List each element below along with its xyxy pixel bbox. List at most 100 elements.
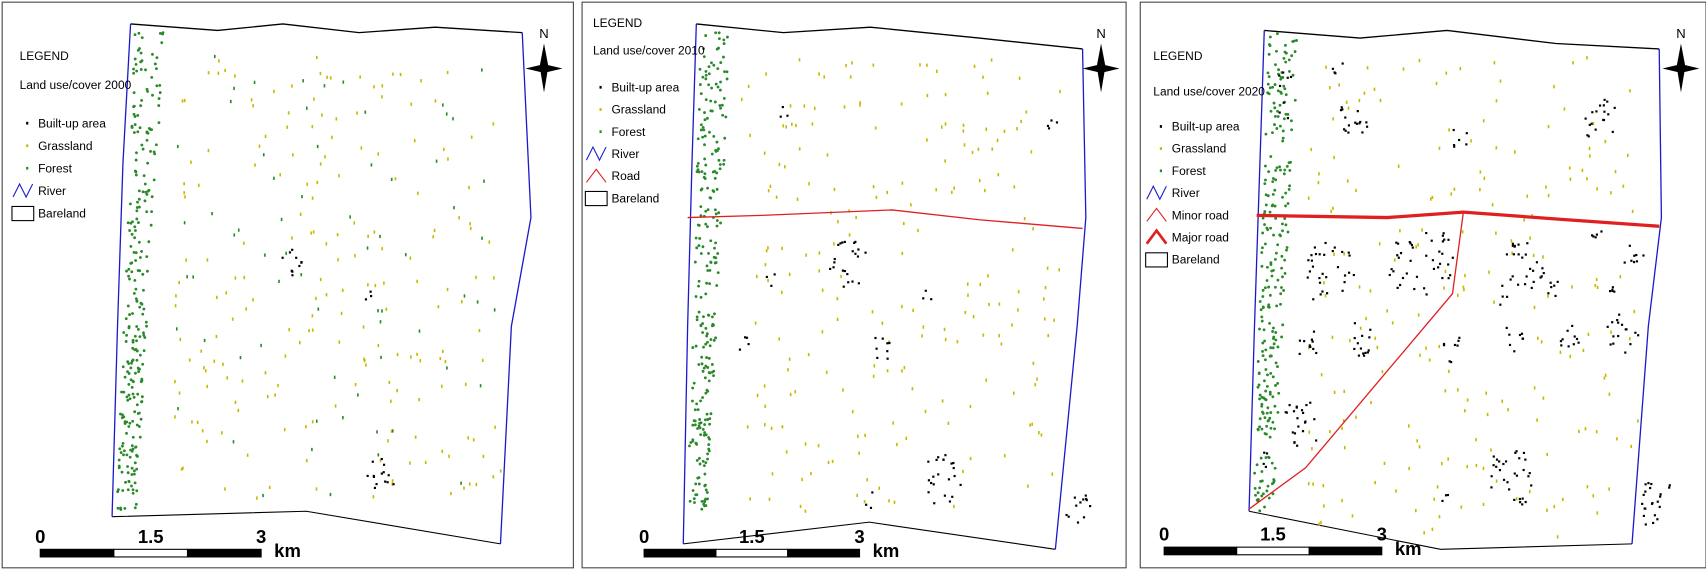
forest-dot bbox=[1271, 395, 1274, 398]
built-up-dot bbox=[1453, 129, 1455, 131]
grassland-dot bbox=[467, 436, 469, 439]
built-up-dot bbox=[1567, 330, 1569, 332]
built-up-dot bbox=[1296, 445, 1298, 447]
grassland-dot bbox=[1632, 210, 1634, 213]
forest-dot bbox=[696, 459, 699, 462]
grassland-dot bbox=[326, 242, 328, 245]
forest-dot bbox=[719, 163, 722, 166]
grassland-dot bbox=[1562, 498, 1564, 501]
grassland-dot bbox=[747, 425, 749, 428]
grassland-dot bbox=[925, 410, 927, 413]
grassland-dot bbox=[748, 85, 750, 88]
grassland-dot bbox=[764, 152, 766, 155]
grassland-dot bbox=[175, 304, 177, 307]
forest-dot bbox=[134, 58, 137, 61]
forest-dot bbox=[154, 63, 157, 66]
forest-dot bbox=[121, 489, 124, 492]
forest-dot bbox=[146, 270, 149, 273]
built-up-dot bbox=[1612, 131, 1614, 133]
forest-dot bbox=[138, 189, 141, 192]
built-up-dot bbox=[1348, 124, 1350, 126]
built-up-dot bbox=[865, 504, 867, 506]
forest-dot bbox=[135, 63, 138, 66]
forest-dot bbox=[1288, 58, 1291, 61]
forest-dot bbox=[1261, 428, 1264, 431]
grassland-dot bbox=[320, 72, 322, 75]
built-up-dot bbox=[1341, 106, 1343, 108]
built-up-dot bbox=[857, 255, 859, 257]
grassland-dot bbox=[967, 283, 969, 286]
forest-dot bbox=[705, 98, 708, 101]
forest-dot bbox=[1272, 193, 1275, 196]
forest-dot bbox=[1266, 266, 1269, 269]
forest-dot bbox=[1267, 83, 1270, 86]
grassland-dot bbox=[1398, 165, 1400, 168]
grassland-dot bbox=[1443, 286, 1445, 289]
grassland-dot bbox=[176, 327, 178, 330]
grassland-dot bbox=[1367, 66, 1369, 69]
scale-unit: km bbox=[1395, 538, 1422, 559]
built-up-dot bbox=[1321, 290, 1323, 292]
built-up-dot bbox=[1441, 277, 1443, 279]
forest-dot bbox=[138, 47, 141, 50]
forest-dot bbox=[138, 368, 141, 371]
forest-dot bbox=[134, 506, 137, 509]
forest-dot bbox=[127, 275, 130, 278]
forest-dot bbox=[704, 461, 707, 464]
forest-dot bbox=[707, 436, 710, 439]
forest-dot bbox=[712, 189, 715, 192]
grassland-dot bbox=[1341, 427, 1343, 430]
forest-dot bbox=[714, 208, 717, 211]
forest-dot bbox=[140, 400, 143, 403]
forest-dot bbox=[138, 241, 141, 244]
grassland-dot bbox=[979, 283, 981, 286]
legend-item: Grassland bbox=[611, 103, 665, 117]
forest-dot bbox=[136, 350, 139, 353]
forest-dot bbox=[125, 453, 128, 456]
forest-dot bbox=[1272, 346, 1275, 349]
forest-dot bbox=[1257, 360, 1260, 363]
forest-dot bbox=[137, 32, 140, 35]
forest-dot bbox=[722, 163, 725, 166]
grassland-dot bbox=[216, 296, 218, 299]
built-up-dot bbox=[1588, 135, 1590, 137]
forest-dot bbox=[695, 295, 698, 298]
forest-dot bbox=[717, 271, 720, 274]
forest-dot bbox=[134, 372, 137, 375]
grassland-dot bbox=[1031, 423, 1033, 426]
forest-dot bbox=[700, 189, 703, 192]
built-up-dot bbox=[381, 472, 383, 474]
forest-dot bbox=[1265, 456, 1268, 459]
forest-dot bbox=[1271, 421, 1274, 424]
forest-dot bbox=[1276, 32, 1279, 35]
forest-dot bbox=[698, 108, 701, 111]
forest-dot bbox=[134, 115, 137, 118]
built-up-dot bbox=[922, 297, 924, 299]
built-up-dot bbox=[291, 249, 293, 251]
grassland-dot bbox=[944, 328, 946, 331]
built-up-dot bbox=[1319, 282, 1321, 284]
built-up-dot bbox=[1644, 491, 1646, 493]
grassland-dot bbox=[1569, 355, 1571, 358]
forest-dot bbox=[709, 239, 712, 242]
built-up-dot bbox=[927, 491, 929, 493]
grassland-dot bbox=[985, 379, 987, 382]
forest-dot bbox=[135, 325, 138, 328]
grassland-dot bbox=[1380, 99, 1382, 102]
built-up-dot bbox=[888, 342, 890, 344]
grassland-dot bbox=[216, 335, 218, 338]
forest-dot bbox=[697, 408, 700, 411]
forest-dot bbox=[1283, 217, 1286, 220]
built-up-dot bbox=[1606, 101, 1608, 103]
forest-dot bbox=[1282, 137, 1285, 140]
built-up-dot bbox=[887, 358, 889, 360]
forest-dot bbox=[1279, 169, 1282, 172]
forest-dot bbox=[137, 412, 140, 415]
forest-dot bbox=[1274, 467, 1277, 470]
grassland-dot bbox=[238, 409, 240, 412]
forest-dot bbox=[136, 201, 139, 204]
forest-dot bbox=[1293, 40, 1296, 43]
built-up-dot bbox=[1301, 409, 1303, 411]
built-up-dot bbox=[1412, 247, 1414, 249]
legend-symbol bbox=[26, 167, 28, 170]
